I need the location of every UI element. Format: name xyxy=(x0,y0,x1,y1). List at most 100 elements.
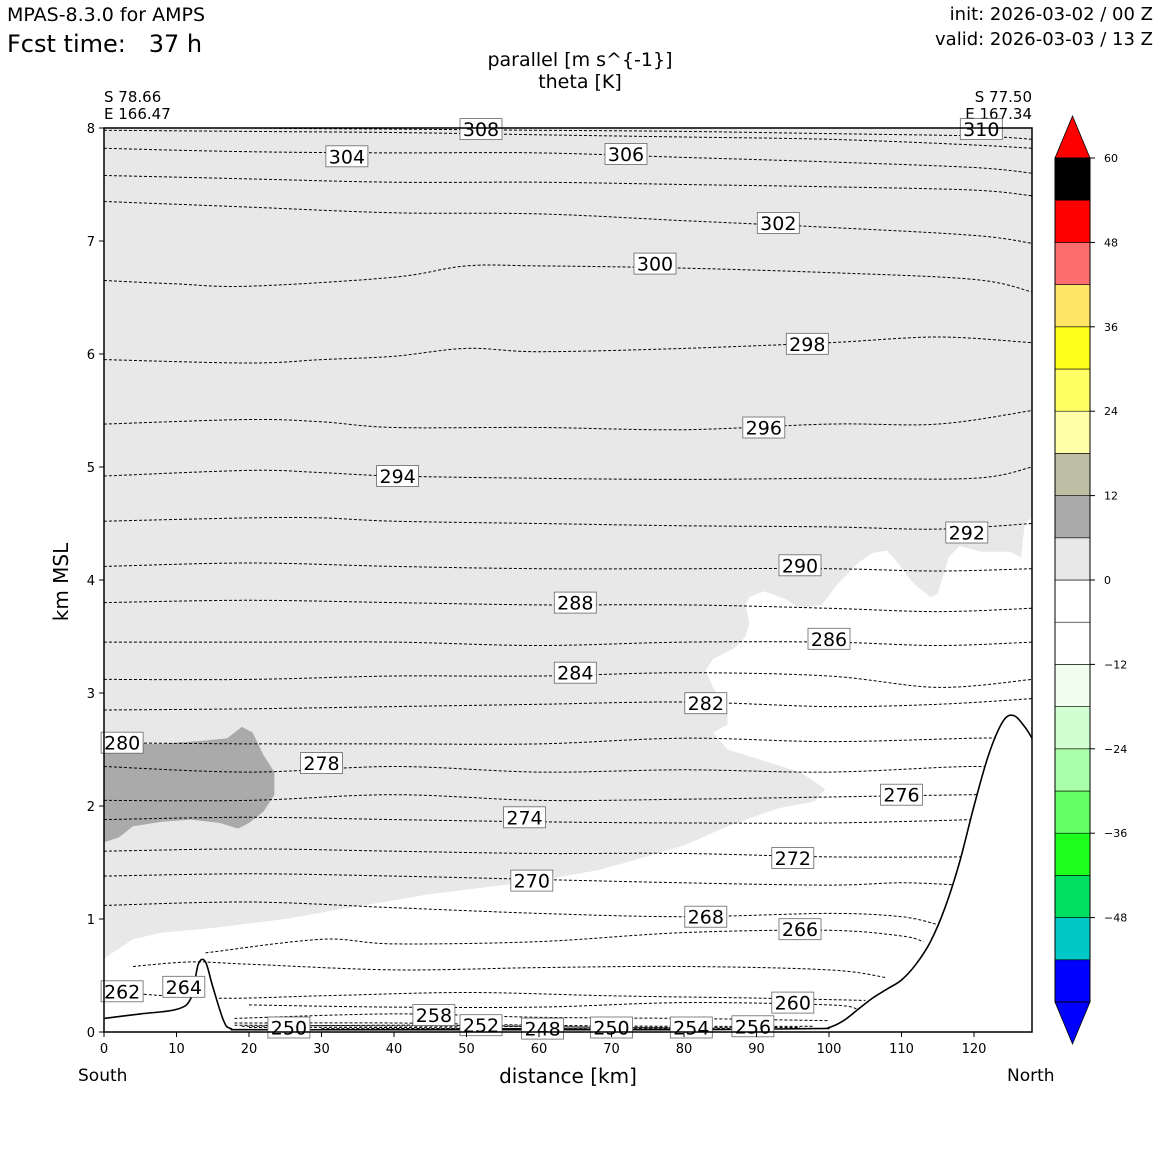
theta-contour-294 xyxy=(104,466,1032,480)
colorbar-segment xyxy=(1054,453,1091,496)
colorbar-segment xyxy=(1054,410,1091,454)
start-longitude: E 166.47 xyxy=(104,105,171,123)
colorbar-segment xyxy=(1054,832,1091,876)
theta-contour-288 xyxy=(104,599,1032,613)
colorbar-extend-bottom xyxy=(1054,1001,1091,1046)
y-tick-label: 0 xyxy=(87,1026,95,1041)
theta-label-box xyxy=(778,554,822,577)
theta-label-304: 304 xyxy=(325,145,369,168)
theta-contour-270 xyxy=(104,873,960,886)
theta-label-box xyxy=(376,465,420,487)
theta-label-284: 284 xyxy=(553,661,597,685)
y-tick-label: 7 xyxy=(87,235,95,250)
colorbar-tick-label: −12 xyxy=(1104,658,1127,671)
theta-label-text: 296 xyxy=(746,418,782,440)
theta-label-278: 278 xyxy=(300,752,343,775)
theta-label-290: 290 xyxy=(778,554,822,577)
x-tick-label: 100 xyxy=(817,1042,842,1057)
theta-label-box xyxy=(604,143,648,165)
theta-label-302: 302 xyxy=(756,211,800,235)
start-latitude: S 78.66 xyxy=(104,88,162,106)
theta-label-text: 282 xyxy=(688,693,724,715)
colorbar-segment xyxy=(1054,495,1091,539)
colorbar-tick-label: 24 xyxy=(1104,405,1118,418)
colorbar-tick-label: 60 xyxy=(1104,152,1118,165)
y-tick-label: 8 xyxy=(87,122,95,137)
theta-contour-262 xyxy=(104,990,866,1001)
colorbar-tick-label: 12 xyxy=(1104,490,1118,503)
colorbar-segment xyxy=(1054,199,1091,243)
theta-label-text: 252 xyxy=(463,1015,499,1037)
theta-label-text: 288 xyxy=(557,593,593,615)
wind-region-0 xyxy=(104,128,1032,959)
x-tick-label: 110 xyxy=(889,1042,914,1057)
colorbar-segment xyxy=(1054,664,1091,707)
colorbar-extend-top xyxy=(1054,114,1091,159)
theta-label-box xyxy=(459,118,503,141)
y-tick-label: 2 xyxy=(87,800,95,815)
theta-contour-252 xyxy=(241,1024,757,1030)
theta-label-box xyxy=(771,847,815,869)
theta-label-box xyxy=(300,752,343,774)
theta-label-276: 276 xyxy=(880,783,923,807)
theta-label-268: 268 xyxy=(684,905,728,929)
theta-label-text: 266 xyxy=(782,919,818,941)
y-tick-label: 4 xyxy=(87,574,95,589)
theta-label-298: 298 xyxy=(785,332,829,356)
theta-label-248: 248 xyxy=(521,1017,564,1041)
theta-contour-258 xyxy=(234,1013,830,1022)
x-tick-label: 120 xyxy=(962,1042,987,1057)
forecast-time-label: Fcst time: 37 h xyxy=(7,30,203,58)
theta-contour-282 xyxy=(104,698,1032,711)
theta-label-box xyxy=(325,145,369,168)
colorbar-tick-label: −24 xyxy=(1104,743,1127,756)
theta-label-box xyxy=(771,991,815,1014)
theta-label-286: 286 xyxy=(807,627,851,651)
x-tick-label: 70 xyxy=(603,1042,620,1057)
theta-label-256: 256 xyxy=(731,1015,775,1038)
theta-label-text: 254 xyxy=(673,1018,709,1040)
theta-label-280: 280 xyxy=(100,731,144,755)
y-tick-label: 1 xyxy=(87,913,95,928)
y-tick-label: 3 xyxy=(87,687,95,702)
theta-label-text: 268 xyxy=(688,907,724,929)
theta-contour-260 xyxy=(248,1002,859,1010)
theta-label-254: 254 xyxy=(669,1016,713,1040)
theta-label-box xyxy=(959,118,1003,141)
theta-label-text: 256 xyxy=(735,1016,771,1038)
theta-label-272: 272 xyxy=(771,847,815,870)
y-tick-label: 5 xyxy=(87,461,95,476)
theta-label-text: 262 xyxy=(104,981,140,1003)
theta-label-box xyxy=(553,661,597,684)
colorbar-segment xyxy=(1054,621,1091,665)
theta-label-264: 264 xyxy=(162,975,206,999)
theta-label-text: 304 xyxy=(329,146,365,168)
theta-contour-280 xyxy=(104,737,1032,745)
theta-label-262: 262 xyxy=(100,980,144,1003)
y-tick-label: 6 xyxy=(87,348,95,363)
x-tick-label: 60 xyxy=(531,1042,548,1057)
x-tick-label: 30 xyxy=(313,1042,330,1057)
theta-label-text: 290 xyxy=(782,555,818,577)
theta-label-260: 260 xyxy=(771,991,815,1015)
theta-label-310: 310 xyxy=(959,118,1003,141)
theta-label-text: 284 xyxy=(557,663,593,685)
colorbar-segment xyxy=(1054,875,1091,918)
chart-title: parallel [m s^{-1}] xyxy=(487,49,673,71)
theta-contour-308 xyxy=(104,129,1032,149)
colorbar-segment xyxy=(1054,537,1091,581)
theta-label-text: 302 xyxy=(760,213,796,235)
theta-label-258: 258 xyxy=(412,1004,456,1027)
theta-label-box xyxy=(459,1014,503,1037)
colorbar-segment xyxy=(1054,242,1091,285)
theta-contour-268 xyxy=(104,901,938,926)
theta-contour-254 xyxy=(234,1024,801,1029)
colorbar-segment xyxy=(1054,284,1091,328)
theta-contour-266 xyxy=(205,929,924,954)
contour-label-layer: 310 308 306 304 302 300 298 296 294 292 290 288 286 2… xyxy=(100,118,1003,1041)
theta-contour-300 xyxy=(104,264,1032,293)
theta-label-text: 264 xyxy=(166,977,202,999)
theta-label-text: 274 xyxy=(506,807,542,829)
theta-label-box xyxy=(945,521,989,544)
